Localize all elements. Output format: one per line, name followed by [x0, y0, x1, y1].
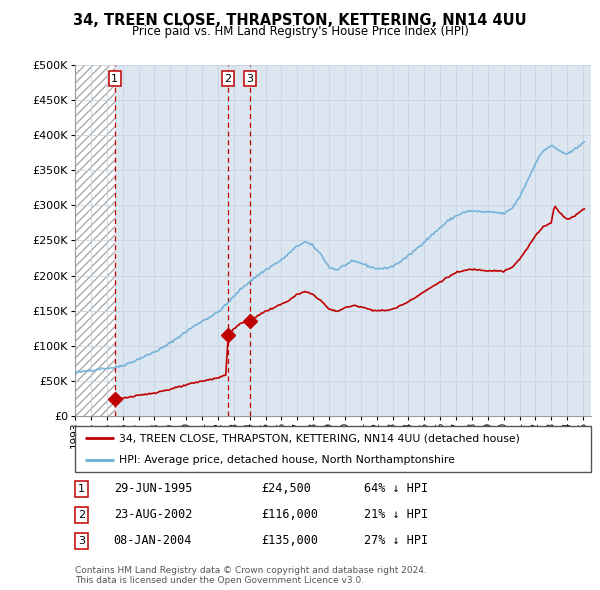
Text: 08-JAN-2004: 08-JAN-2004	[114, 535, 192, 548]
Text: 21% ↓ HPI: 21% ↓ HPI	[364, 509, 428, 522]
Text: 1: 1	[77, 484, 85, 494]
Text: 2: 2	[77, 510, 85, 520]
Text: 3: 3	[77, 536, 85, 546]
Text: 27% ↓ HPI: 27% ↓ HPI	[364, 535, 428, 548]
Bar	[75, 65, 115, 416]
Text: 34, TREEN CLOSE, THRAPSTON, KETTERING, NN14 4UU (detached house): 34, TREEN CLOSE, THRAPSTON, KETTERING, N…	[119, 434, 520, 444]
Text: 34, TREEN CLOSE, THRAPSTON, KETTERING, NN14 4UU: 34, TREEN CLOSE, THRAPSTON, KETTERING, N…	[73, 13, 527, 28]
Text: 64% ↓ HPI: 64% ↓ HPI	[364, 482, 428, 495]
FancyBboxPatch shape	[75, 426, 591, 472]
Text: £116,000: £116,000	[261, 509, 318, 522]
Text: 29-JUN-1995: 29-JUN-1995	[114, 482, 192, 495]
Text: Price paid vs. HM Land Registry's House Price Index (HPI): Price paid vs. HM Land Registry's House …	[131, 25, 469, 38]
Text: £135,000: £135,000	[261, 535, 318, 548]
Text: HPI: Average price, detached house, North Northamptonshire: HPI: Average price, detached house, Nort…	[119, 454, 455, 464]
Text: 1: 1	[111, 74, 118, 84]
Text: 2: 2	[224, 74, 232, 84]
Text: 23-AUG-2002: 23-AUG-2002	[114, 509, 192, 522]
Text: Contains HM Land Registry data © Crown copyright and database right 2024.
This d: Contains HM Land Registry data © Crown c…	[75, 566, 427, 585]
Text: £24,500: £24,500	[261, 482, 311, 495]
Text: 3: 3	[247, 74, 253, 84]
